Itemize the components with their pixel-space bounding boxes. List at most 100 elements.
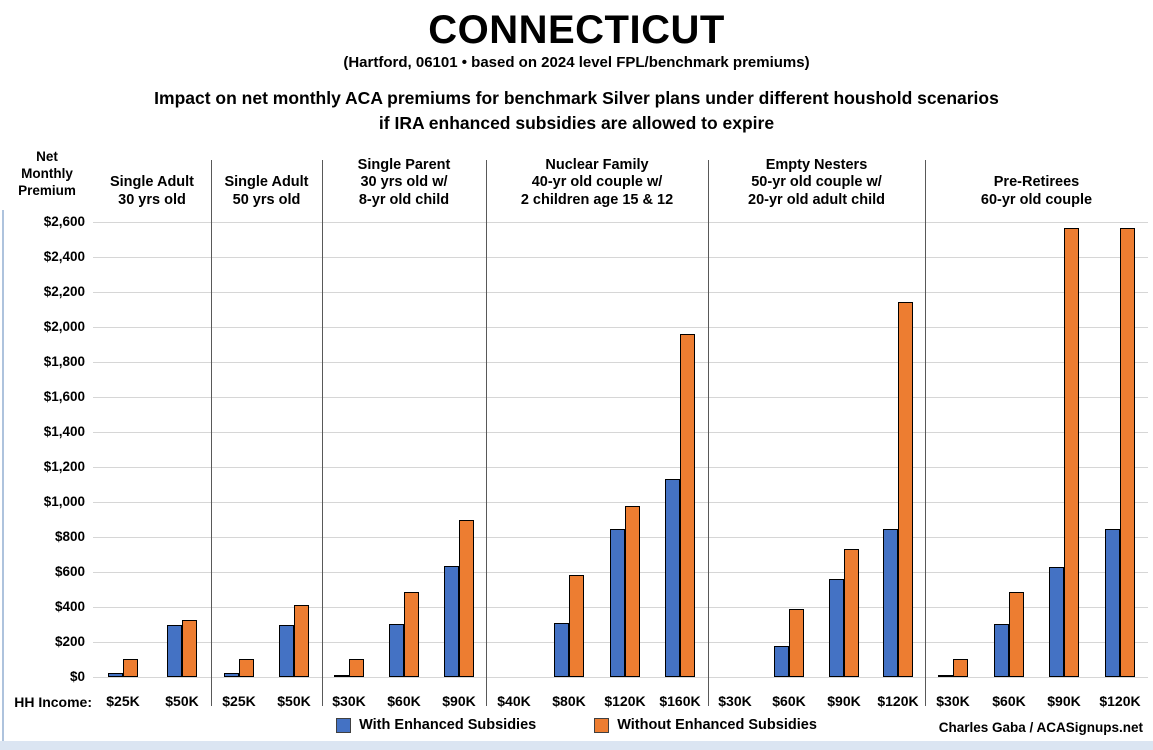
income-label: $25K [222,693,256,709]
gridline [93,467,1148,468]
income-label: $30K [718,693,752,709]
group-header-text: Single Adult 50 yrs old [224,174,309,208]
y-axis-tick-label: $800 [54,529,85,544]
bar-without-subsidies [569,575,584,677]
hh-income-label: HH Income: [14,694,92,710]
y-axis-tick-label: $200 [54,634,85,649]
legend-item-with-subsidies: With Enhanced Subsidies [336,717,536,733]
group-header-text: Nuclear Family 40-yr old couple w/ 2 chi… [520,156,674,208]
orange-swatch-icon [594,717,610,733]
income-label: $120K [604,693,646,709]
bar-with-subsidies [610,529,625,677]
legend-label: With Enhanced Subsidies [359,717,537,733]
group-divider [486,160,487,706]
bar-with-subsidies [883,529,898,677]
left-edge-line [2,210,4,741]
income-label: $90K [827,693,861,709]
bar-without-subsidies [123,659,138,677]
bar-with-subsidies [444,566,459,677]
gridline [93,292,1148,293]
blue-swatch-icon [336,717,352,733]
description-line-1: Impact on net monthly ACA premiums for b… [154,88,999,108]
bar-with-subsidies [774,646,789,677]
group-header: Single Adult 30 yrs old [93,146,211,210]
income-label: $90K [1047,693,1081,709]
income-label: $60K [387,693,421,709]
y-axis-tick-label: $1,800 [43,354,85,369]
group-header: Single Parent 30 yrs old w/ 8-yr old chi… [322,146,486,210]
group-divider [925,160,926,706]
legend-label: Without Enhanced Subsidies [617,717,817,733]
group-divider [211,160,212,706]
y-axis-title: Net Monthly Premium [18,149,76,198]
gridline [93,362,1148,363]
income-label: $60K [992,693,1026,709]
bar-without-subsidies [1009,592,1024,677]
description-line-2: if IRA enhanced subsidies are allowed to… [378,113,775,133]
bar-with-subsidies [665,479,680,677]
income-label: $50K [277,693,311,709]
y-axis-tick-label: $600 [54,564,85,579]
legend: With Enhanced Subsidies Without Enhanced… [0,717,1153,733]
gridline [93,502,1148,503]
y-axis-tick-label: $2,600 [43,214,85,229]
bar-without-subsidies [680,334,695,677]
gridline [93,222,1148,223]
y-axis-tick-label: $0 [69,669,85,684]
page-title: CONNECTICUT [428,8,725,52]
income-label: $30K [936,693,970,709]
group-header-text: Single Adult 30 yrs old [109,174,195,208]
legend-item-without-subsidies: Without Enhanced Subsidies [594,717,817,733]
gridline [93,327,1148,328]
gridline [93,677,1148,678]
y-axis-tick-label: $400 [54,599,85,614]
chart-description: Impact on net monthly ACA premiums for b… [0,86,1153,136]
group-header-text: Empty Nesters 50-yr old couple w/ 20-yr … [748,156,885,208]
group-header: Single Adult 50 yrs old [211,146,322,210]
group-header: Nuclear Family 40-yr old couple w/ 2 chi… [486,146,708,210]
income-label: $30K [332,693,366,709]
gridline [93,432,1148,433]
bar-without-subsidies [239,659,254,677]
bar-without-subsidies [349,659,364,677]
bar-with-subsidies [938,675,953,677]
bar-without-subsidies [789,609,804,677]
income-label: $25K [106,693,140,709]
bar-with-subsidies [108,673,123,677]
y-axis-tick-label: $2,200 [43,284,85,299]
group-header-text: Single Parent 30 yrs old w/ 8-yr old chi… [357,156,451,208]
bar-with-subsidies [994,624,1009,677]
bar-without-subsidies [898,302,913,677]
income-label: $160K [659,693,701,709]
income-label: $50K [165,693,199,709]
bar-without-subsidies [182,620,197,677]
bar-without-subsidies [953,659,968,677]
bar-with-subsidies [829,579,844,677]
bar-with-subsidies [1049,567,1064,677]
bottom-strip [0,741,1153,750]
page-subtitle: (Hartford, 06101 • based on 2024 level F… [343,54,810,71]
y-axis-tick-label: $1,200 [43,459,85,474]
income-label: $60K [772,693,806,709]
income-label: $120K [1099,693,1141,709]
gridline [93,397,1148,398]
group-divider [322,160,323,706]
bar-without-subsidies [1120,228,1135,677]
income-label: $80K [552,693,586,709]
group-divider [708,160,709,706]
bar-without-subsidies [459,520,474,677]
y-axis-tick-label: $2,400 [43,249,85,264]
bar-with-subsidies [389,624,404,677]
bar-without-subsidies [844,549,859,677]
bar-with-subsidies [167,625,182,677]
group-header: Empty Nesters 50-yr old couple w/ 20-yr … [708,146,925,210]
income-label: $40K [497,693,531,709]
bar-without-subsidies [294,605,309,677]
y-axis-tick-label: $1,000 [43,494,85,509]
y-axis-tick-label: $2,000 [43,319,85,334]
bar-with-subsidies [1105,529,1120,677]
bar-with-subsidies [554,623,569,677]
bar-with-subsidies [334,675,349,677]
bar-without-subsidies [404,592,419,677]
